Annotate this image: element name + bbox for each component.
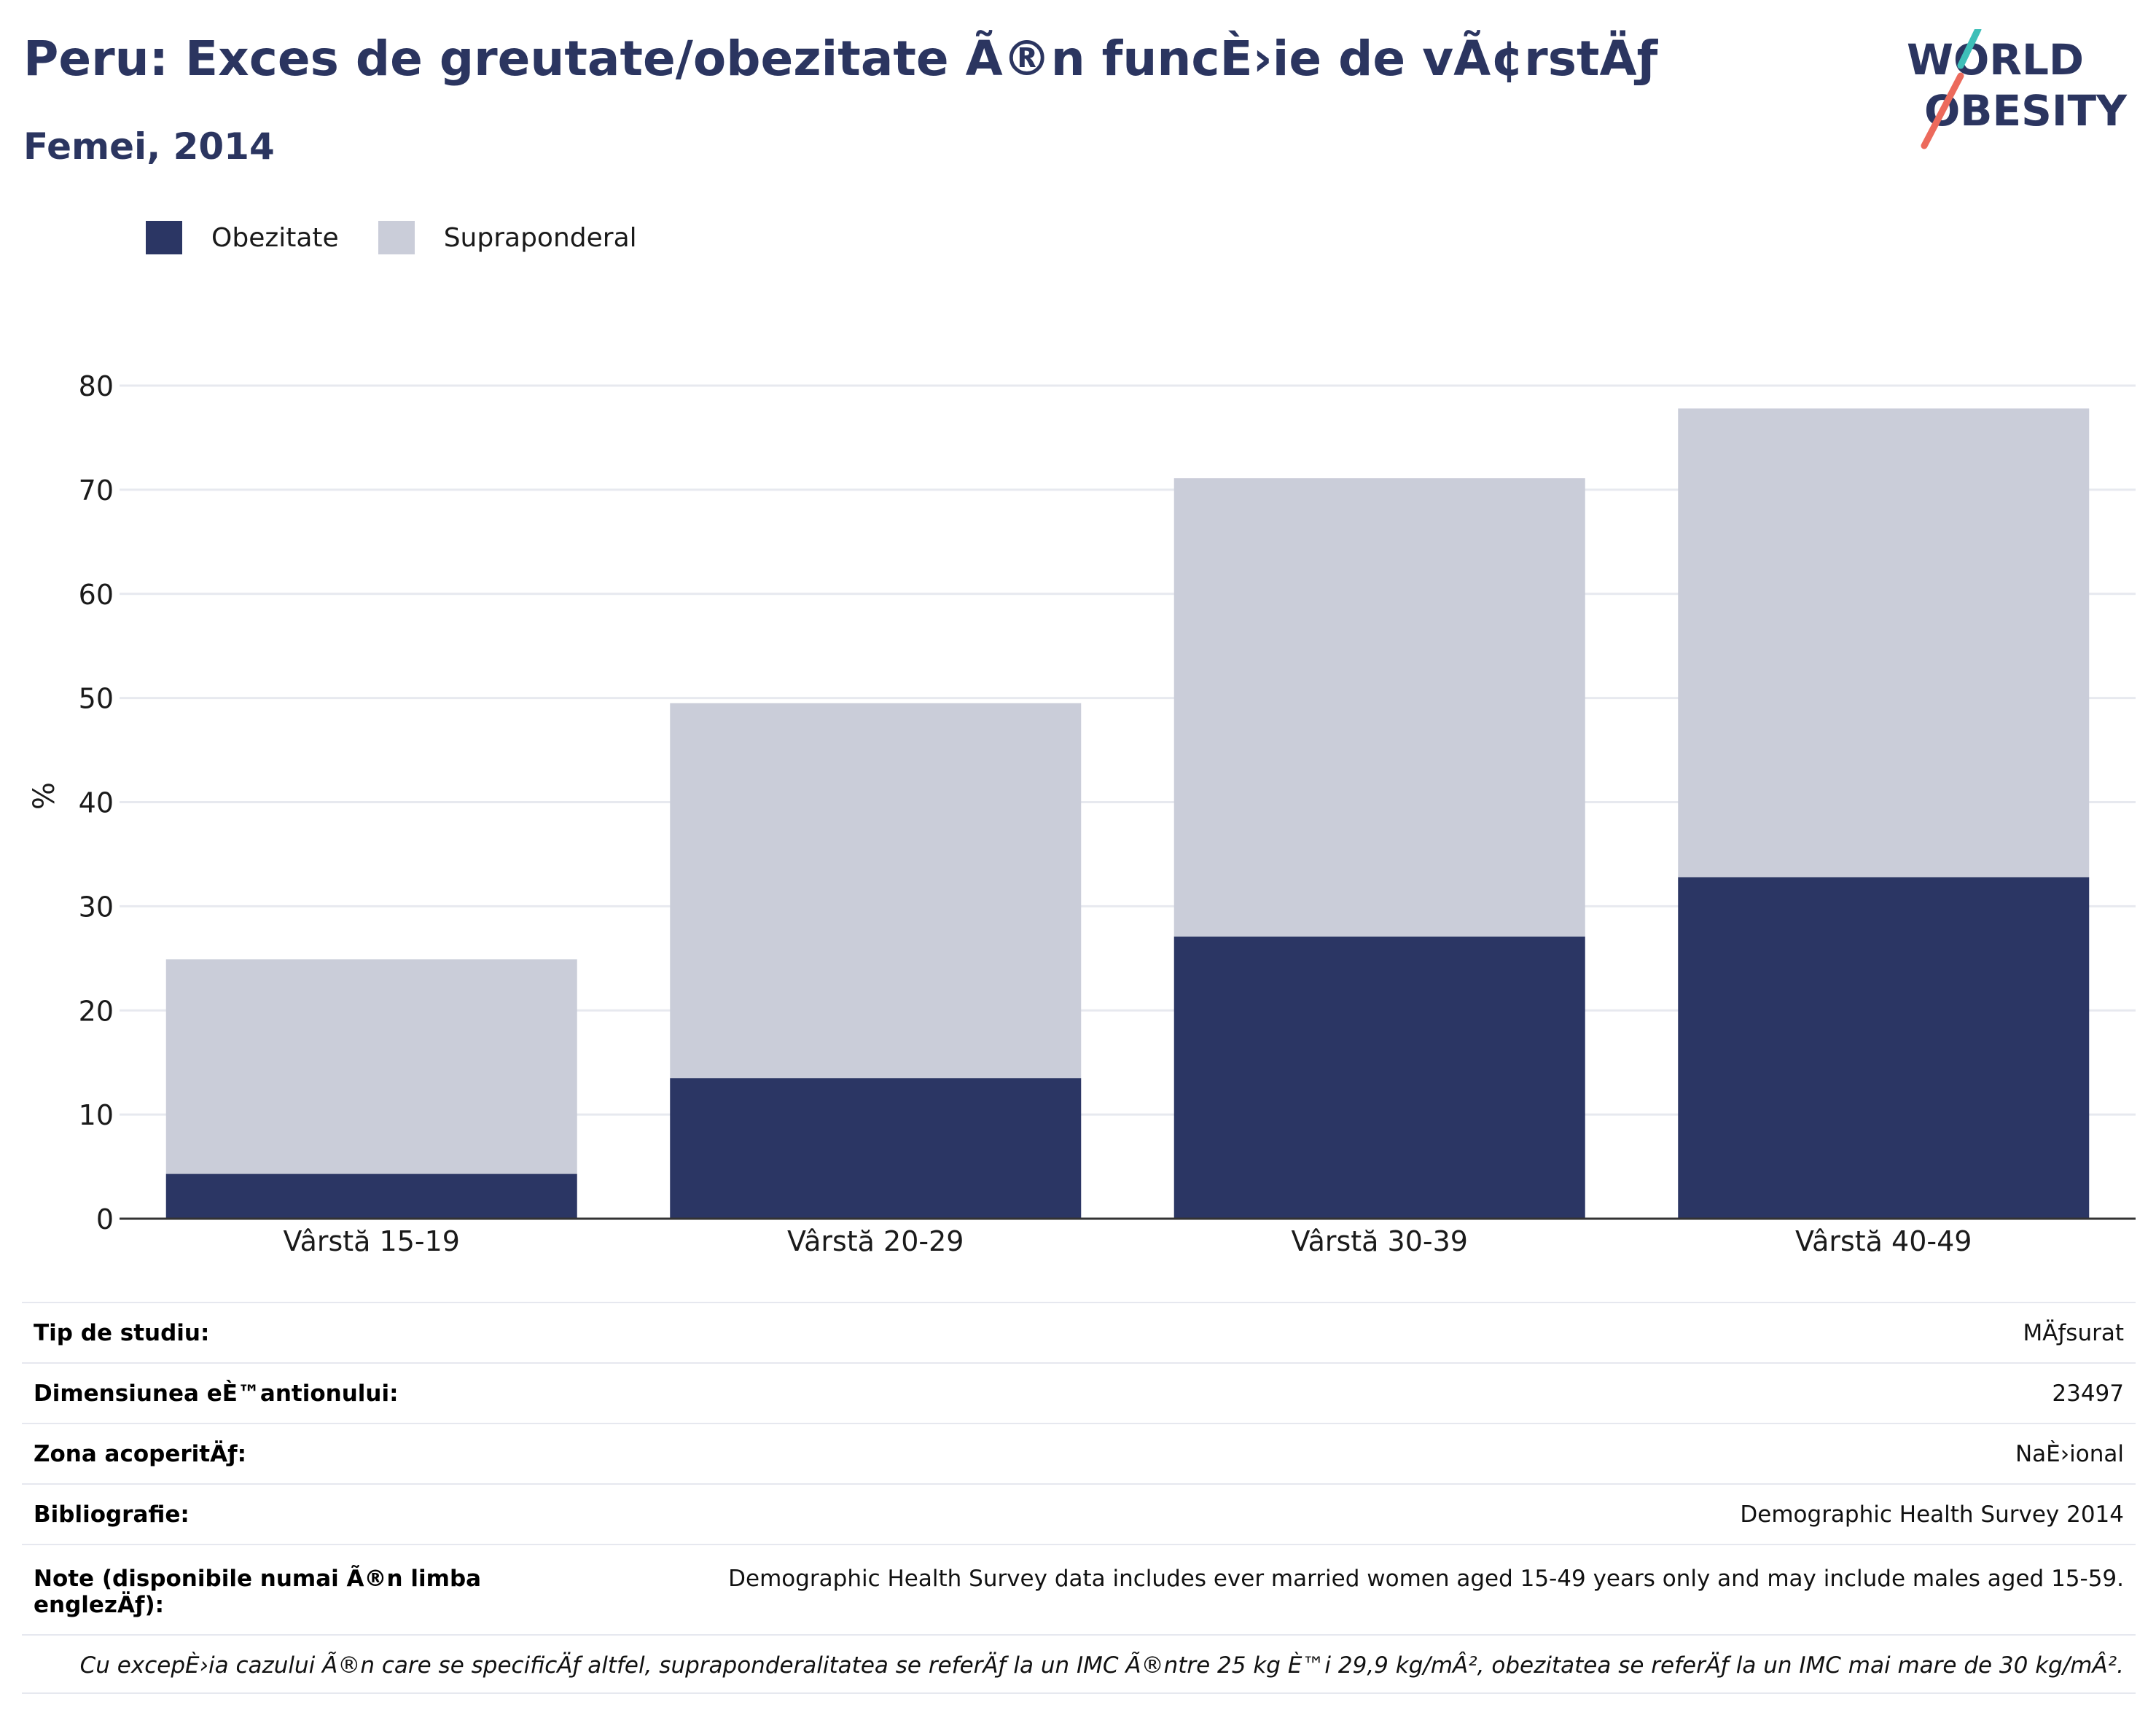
info-key: Bibliografie: xyxy=(34,1501,190,1528)
page-subtitle: Femei, 2014 xyxy=(23,125,275,168)
bar-supraponderal-3[interactable] xyxy=(1173,478,1585,937)
y-tick-label: 60 xyxy=(79,579,114,611)
page-title: Peru: Exces de greutate/obezitate Ã®n fu… xyxy=(23,31,1658,87)
info-key: Zona acoperitÄƒ: xyxy=(34,1440,246,1467)
y-axis-label: % xyxy=(28,782,61,810)
world-obesity-logo: WORLD OBESITY xyxy=(1907,29,2128,149)
y-tick-label: 0 xyxy=(96,1203,114,1235)
info-key: Tip de studiu: xyxy=(34,1319,210,1346)
info-row-study-type: Tip de studiu: MÄƒsurat xyxy=(22,1303,2136,1363)
chart-legend: Obezitate Supraponderal xyxy=(146,216,676,259)
legend-item-supraponderal[interactable]: Supraponderal xyxy=(378,221,637,254)
bars xyxy=(165,408,2090,1219)
info-value: 23497 xyxy=(2052,1380,2124,1407)
y-tick-label: 50 xyxy=(79,683,114,715)
info-key: Dimensiunea eÈ™antionului: xyxy=(34,1380,399,1407)
logo-slash-coral xyxy=(1921,72,1964,149)
legend-swatch-supraponderal xyxy=(378,221,415,254)
y-tick-label: 20 xyxy=(79,995,114,1027)
info-key: Note (disponibile numai Ã®n limba englez… xyxy=(34,1566,482,1618)
y-tick-label: 70 xyxy=(79,474,114,507)
survey-info-table: Tip de studiu: MÄƒsurat Dimensiunea eÈ™a… xyxy=(22,1302,2136,1656)
bar-obezitate-4[interactable] xyxy=(1678,877,2090,1219)
info-value: Demographic Health Survey 2014 xyxy=(1740,1501,2124,1528)
legend-label: Supraponderal xyxy=(443,222,637,253)
info-row-notes: Note (disponibile numai Ã®n limba englez… xyxy=(22,1544,2136,1656)
axes: 0 10 20 30 40 50 60 70 80 Vârstă 15-19 Vârstă 20-2… xyxy=(79,370,2136,1257)
definition-footnote: Cu excepÈ›ia cazului Ã®n care se specifi… xyxy=(22,1634,2136,1694)
y-tick-label: 40 xyxy=(79,787,114,819)
x-tick-label: Vârstă 30-39 xyxy=(1292,1225,1468,1257)
logo-word-obesity: OBESITY xyxy=(1924,86,2128,136)
bar-supraponderal-2[interactable] xyxy=(670,703,1082,1079)
stacked-bar-chart: 0 10 20 30 40 50 60 70 80 Vârstă 15-19 Vârstă 20-2… xyxy=(28,370,2136,1257)
info-value: Demographic Health Survey data includes … xyxy=(728,1566,2124,1592)
bar-supraponderal-1[interactable] xyxy=(165,959,577,1174)
bar-obezitate-2[interactable] xyxy=(670,1078,1082,1219)
info-row-sample-size: Dimensiunea eÈ™antionului: 23497 xyxy=(22,1363,2136,1423)
info-row-coverage: Zona acoperitÄƒ: NaÈ›ional xyxy=(22,1423,2136,1484)
logo-slash-teal xyxy=(1957,29,1982,69)
x-tick-label: Vârstă 20-29 xyxy=(787,1225,964,1257)
bar-supraponderal-4[interactable] xyxy=(1678,408,2090,878)
y-tick-label: 80 xyxy=(79,370,114,402)
legend-item-obezitate[interactable]: Obezitate xyxy=(146,221,339,254)
x-tick-label: Vârstă 40-49 xyxy=(1795,1225,1972,1257)
legend-label: Obezitate xyxy=(211,222,339,253)
info-value: MÄƒsurat xyxy=(2023,1319,2124,1346)
y-tick-label: 10 xyxy=(79,1099,114,1131)
x-tick-label: Vârstă 15-19 xyxy=(284,1225,460,1257)
bar-obezitate-3[interactable] xyxy=(1173,936,1585,1219)
logo-word-world: WORLD xyxy=(1907,35,2084,85)
legend-swatch-obezitate xyxy=(146,221,182,254)
bar-obezitate-1[interactable] xyxy=(165,1173,577,1219)
y-tick-label: 30 xyxy=(79,891,114,923)
info-value: NaÈ›ional xyxy=(2015,1440,2124,1467)
info-row-bibliography: Bibliografie: Demographic Health Survey … xyxy=(22,1484,2136,1544)
